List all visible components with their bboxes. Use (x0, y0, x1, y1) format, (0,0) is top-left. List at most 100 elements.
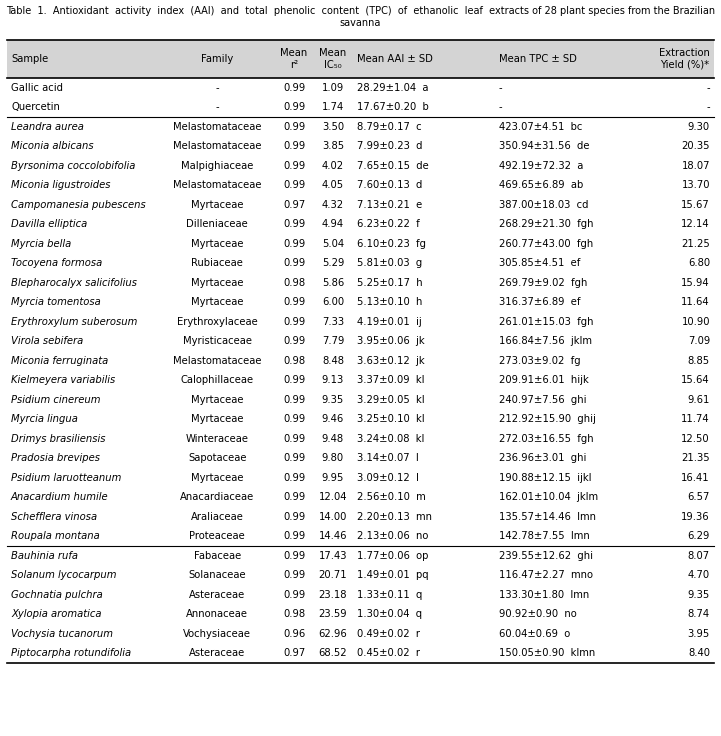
Text: Proteaceae: Proteaceae (190, 531, 245, 541)
Text: Erythroxylaceae: Erythroxylaceae (177, 316, 257, 327)
Text: -: - (216, 82, 219, 93)
Text: 3.63±0.12  jk: 3.63±0.12 jk (358, 355, 425, 366)
Text: 239.55±12.62  ghi: 239.55±12.62 ghi (499, 551, 593, 561)
Text: Melastomataceae: Melastomataceae (173, 141, 262, 152)
Text: Campomanesia pubescens: Campomanesia pubescens (11, 199, 146, 210)
Text: 166.84±7.56  jklm: 166.84±7.56 jklm (499, 336, 592, 346)
Text: 0.99: 0.99 (283, 219, 305, 229)
Text: 3.14±0.07  l: 3.14±0.07 l (358, 453, 419, 463)
Text: 0.99: 0.99 (283, 297, 305, 307)
Text: 0.99: 0.99 (283, 531, 305, 541)
Text: 7.09: 7.09 (688, 336, 710, 346)
Text: Byrsonima coccolobifolia: Byrsonima coccolobifolia (11, 160, 136, 171)
Text: Schefflera vinosa: Schefflera vinosa (11, 512, 97, 522)
Text: 1.49±0.01  pq: 1.49±0.01 pq (358, 570, 429, 580)
Text: Davilla elliptica: Davilla elliptica (11, 219, 87, 229)
Text: 212.92±15.90  ghij: 212.92±15.90 ghij (499, 414, 596, 424)
Text: 0.98: 0.98 (283, 355, 305, 366)
Text: Mean AAI ± SD: Mean AAI ± SD (358, 54, 433, 64)
Text: 2.56±0.10  m: 2.56±0.10 m (358, 492, 426, 502)
Text: 68.52: 68.52 (319, 648, 348, 658)
Text: 116.47±2.27  mno: 116.47±2.27 mno (499, 570, 593, 580)
Text: 316.37±6.89  ef: 316.37±6.89 ef (499, 297, 580, 307)
Text: 9.46: 9.46 (322, 414, 344, 424)
Text: 23.18: 23.18 (319, 590, 348, 600)
Text: Solanum lycocarpum: Solanum lycocarpum (11, 570, 117, 580)
Text: -: - (707, 102, 710, 113)
Text: 0.99: 0.99 (283, 570, 305, 580)
Text: 9.80: 9.80 (322, 453, 344, 463)
Text: 20.71: 20.71 (319, 570, 348, 580)
Text: 17.43: 17.43 (319, 551, 348, 561)
Text: 0.99: 0.99 (283, 180, 305, 190)
Text: 0.99: 0.99 (283, 316, 305, 327)
Text: 423.07±4.51  bc: 423.07±4.51 bc (499, 121, 582, 132)
Text: 12.04: 12.04 (319, 492, 348, 502)
Text: 6.57: 6.57 (688, 492, 710, 502)
Text: 15.94: 15.94 (681, 277, 710, 288)
Text: Psidium laruotteanum: Psidium laruotteanum (11, 473, 121, 483)
Text: Piptocarpha rotundifolia: Piptocarpha rotundifolia (11, 648, 131, 658)
Text: Leandra aurea: Leandra aurea (11, 121, 84, 132)
Text: 0.99: 0.99 (283, 512, 305, 522)
Text: 11.74: 11.74 (681, 414, 710, 424)
Text: Myrcia bella: Myrcia bella (11, 238, 71, 249)
Text: 14.46: 14.46 (319, 531, 348, 541)
Text: Myrcia lingua: Myrcia lingua (11, 414, 78, 424)
Text: 4.02: 4.02 (322, 160, 344, 171)
Text: Fabaceae: Fabaceae (194, 551, 241, 561)
Text: Malpighiaceae: Malpighiaceae (181, 160, 254, 171)
Text: 6.10±0.23  fg: 6.10±0.23 fg (358, 238, 426, 249)
Text: 5.04: 5.04 (322, 238, 344, 249)
Text: Miconia ligustroides: Miconia ligustroides (11, 180, 110, 190)
Text: 6.29: 6.29 (688, 531, 710, 541)
Text: 240.97±7.56  ghi: 240.97±7.56 ghi (499, 394, 586, 405)
Text: Kielmeyera variabilis: Kielmeyera variabilis (11, 375, 115, 385)
Text: 190.88±12.15  ijkl: 190.88±12.15 ijkl (499, 473, 591, 483)
Text: 0.97: 0.97 (283, 199, 305, 210)
Text: 0.99: 0.99 (283, 258, 305, 268)
Text: 15.64: 15.64 (681, 375, 710, 385)
Text: 0.99: 0.99 (283, 375, 305, 385)
Text: 273.03±9.02  fg: 273.03±9.02 fg (499, 355, 580, 366)
Text: 13.70: 13.70 (681, 180, 710, 190)
Text: 9.48: 9.48 (322, 434, 344, 444)
Text: Gallic acid: Gallic acid (11, 82, 63, 93)
Text: 16.41: 16.41 (681, 473, 710, 483)
Text: Myrtaceae: Myrtaceae (191, 414, 244, 424)
Text: Asteraceae: Asteraceae (189, 590, 245, 600)
Text: 4.70: 4.70 (688, 570, 710, 580)
Text: Myrcia tomentosa: Myrcia tomentosa (11, 297, 101, 307)
Text: 14.00: 14.00 (319, 512, 347, 522)
Text: Gochnatia pulchra: Gochnatia pulchra (11, 590, 103, 600)
Text: Myrtaceae: Myrtaceae (191, 473, 244, 483)
Text: Asteraceae: Asteraceae (189, 648, 245, 658)
Text: 4.94: 4.94 (322, 219, 344, 229)
Text: 8.85: 8.85 (688, 355, 710, 366)
Text: 8.74: 8.74 (688, 609, 710, 619)
Text: 272.03±16.55  fgh: 272.03±16.55 fgh (499, 434, 593, 444)
Text: Myrtaceae: Myrtaceae (191, 238, 244, 249)
Text: 135.57±14.46  lmn: 135.57±14.46 lmn (499, 512, 596, 522)
Text: Sample: Sample (11, 54, 48, 64)
Text: 305.85±4.51  ef: 305.85±4.51 ef (499, 258, 580, 268)
Text: 1.77±0.06  op: 1.77±0.06 op (358, 551, 429, 561)
Text: 5.29: 5.29 (322, 258, 344, 268)
Text: Melastomataceae: Melastomataceae (173, 180, 262, 190)
Text: Solanaceae: Solanaceae (188, 570, 246, 580)
Text: Myristicaceae: Myristicaceae (183, 336, 252, 346)
Text: 10.90: 10.90 (681, 316, 710, 327)
Text: 469.65±6.89  ab: 469.65±6.89 ab (499, 180, 583, 190)
Text: 9.13: 9.13 (322, 375, 344, 385)
Text: 0.99: 0.99 (283, 434, 305, 444)
Text: 8.40: 8.40 (688, 648, 710, 658)
Text: 19.36: 19.36 (681, 512, 710, 522)
Text: Myrtaceae: Myrtaceae (191, 297, 244, 307)
Text: 9.95: 9.95 (322, 473, 344, 483)
Text: 3.95±0.06  jk: 3.95±0.06 jk (358, 336, 425, 346)
Text: 62.96: 62.96 (319, 629, 348, 639)
Text: 1.74: 1.74 (322, 102, 344, 113)
Text: 9.30: 9.30 (688, 121, 710, 132)
Text: 260.77±43.00  fgh: 260.77±43.00 fgh (499, 238, 593, 249)
Bar (7, 40, 714, 78)
